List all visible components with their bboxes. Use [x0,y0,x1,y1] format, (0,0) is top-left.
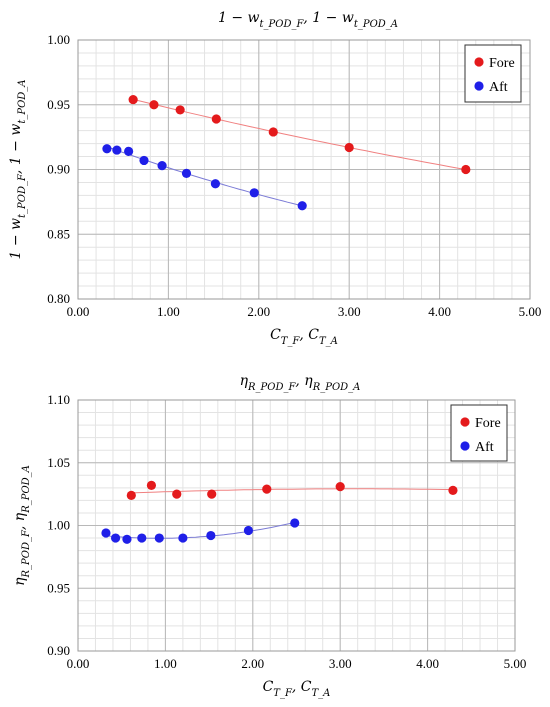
x-tick-label: 0.00 [67,304,90,319]
y-tick-label: 0.90 [47,643,70,658]
chart-bottom: 0.00 1.00 2.00 3.00 4.00 5.00 0.90 0.95 1.00 1.05… [12,373,527,699]
data-point-aft [157,161,167,171]
data-point-aft [112,145,122,155]
plot-area-border [77,39,531,300]
y-axis-label: ηR_POD_F, ηR_POD_A [12,465,32,586]
data-point-fore [461,164,471,175]
legend-box [464,44,522,103]
legend-label-aft: Aft [475,440,494,455]
legend-marker-aft [460,441,470,451]
x-tick-label: 5.00 [519,304,542,319]
y-axis-label: 1 − wt_POD_F, 1 − wt_POD_A [8,79,28,259]
data-point-aft [290,518,300,528]
legend-box [450,404,508,462]
data-point-fore [207,489,217,499]
chart-title: 1 − wt_POD_F, 1 − wt_POD_A [218,10,398,30]
data-point-aft [181,168,192,178]
trendline-aft [106,146,303,207]
data-point-fore [344,142,354,153]
trendline-fore [131,488,453,494]
x-tick-label: 2.00 [247,304,270,319]
trendline-fore [132,98,466,170]
y-tick-label: 0.90 [47,162,70,177]
y-tick-label: 0.95 [47,97,70,112]
plot-area-border [77,399,516,652]
data-point-aft [139,155,149,166]
legend-label-fore: Fore [489,56,515,71]
data-point-aft [110,533,121,543]
x-tick-label: 1.00 [157,304,180,319]
data-point-aft [124,146,134,156]
data-point-aft [243,525,254,536]
data-point-fore [146,480,157,490]
x-tick-label: 2.00 [241,656,264,671]
x-tick-label: 4.00 [428,304,451,319]
data-point-fore [335,481,345,492]
data-point-aft [122,534,132,544]
data-point-fore [211,114,221,124]
legend-marker-fore [474,57,484,67]
legend-label-aft: Aft [489,80,508,95]
data-point-fore [262,484,272,494]
legend-marker-aft [474,81,484,91]
data-point-aft [178,533,188,543]
x-tick-label: 3.00 [329,656,352,671]
data-point-fore [126,490,136,500]
data-point-aft [137,533,147,543]
x-tick-label: 0.00 [67,656,90,671]
data-point-fore [128,94,138,105]
legend-label-fore: Fore [475,416,501,431]
x-tick-label: 3.00 [338,304,361,319]
legend-marker-fore [460,417,470,427]
y-tick-label: 0.95 [47,580,70,595]
x-tick-label: 5.00 [504,656,527,671]
chart-title: ηR_POD_F, ηR_POD_A [240,373,361,393]
x-tick-label: 4.00 [416,656,439,671]
chart-top: 0.00 1.00 2.00 3.00 4.00 5.00 0.80 0.85 0.90 0.95… [8,10,542,347]
data-point-aft [210,179,221,189]
data-point-aft [206,530,216,541]
y-tick-label: 0.85 [47,226,70,241]
data-point-fore [172,489,182,499]
y-tick-label: 1.10 [47,392,70,407]
data-point-aft [297,201,307,211]
y-tick-label: 1.00 [47,518,70,533]
data-point-aft [102,144,112,154]
x-axis-label: CT_F, CT_A [270,327,338,347]
x-axis-label: CT_F, CT_A [263,679,331,699]
data-point-fore [268,127,278,137]
x-tick-label: 1.00 [154,656,177,671]
y-tick-label: 0.80 [47,291,70,306]
y-tick-label: 1.05 [47,455,70,470]
data-point-fore [448,485,458,495]
data-point-fore [149,100,159,110]
data-point-fore [175,105,185,115]
data-point-aft [154,533,164,543]
data-point-aft [249,188,259,198]
data-point-aft [101,528,111,538]
y-tick-label: 1.00 [47,32,70,47]
